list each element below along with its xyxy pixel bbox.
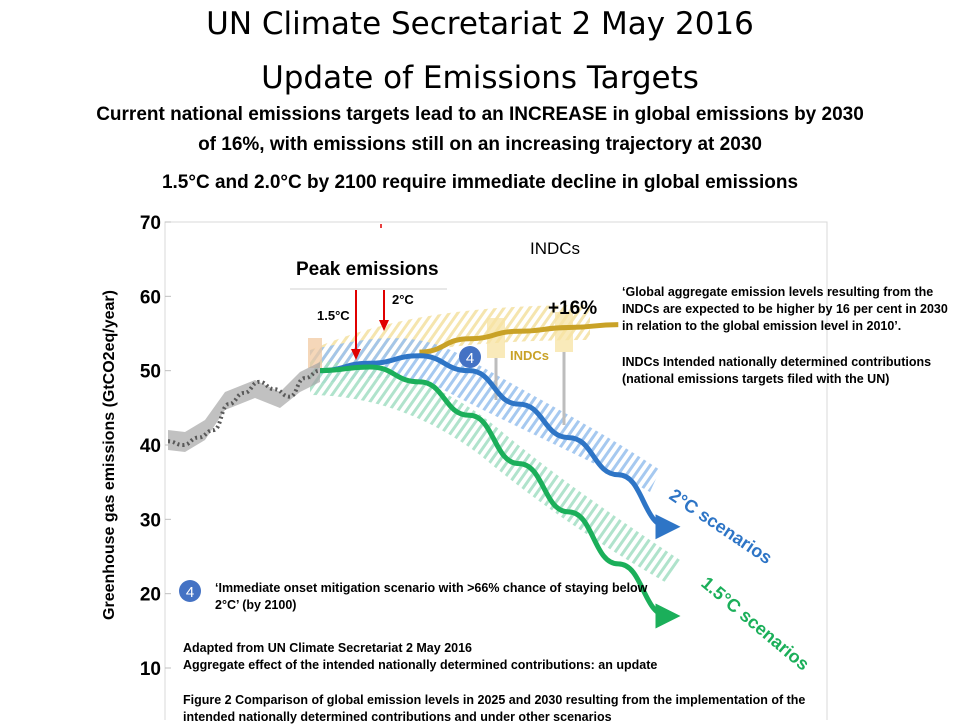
- series-2c-line: [319, 353, 681, 540]
- legend-text: ‘Immediate onset mitigation scenario wit…: [215, 581, 648, 612]
- series-historical-line: [167, 368, 321, 448]
- figure-caption: Figure 2 Comparison of global emission l…: [183, 693, 806, 724]
- historical-band: [168, 362, 320, 452]
- legend-badge: [179, 580, 201, 602]
- y-tick-label-20: 20: [140, 585, 161, 606]
- peak-arrow-2c-head: [379, 320, 389, 331]
- y-tick-label-40: 40: [140, 436, 161, 457]
- indc-range-box-2010: [308, 338, 322, 368]
- y-tick-label-10: 10: [140, 659, 161, 680]
- y-tick-label-30: 30: [140, 510, 161, 531]
- page-title-line2: Update of Emissions Targets: [261, 60, 699, 96]
- series-indc-line: [419, 322, 619, 355]
- peak-arrow-1-5c-head: [351, 349, 361, 360]
- peak-emissions-label: Peak emissions: [296, 259, 439, 280]
- indc-range-box-2030: [555, 312, 573, 352]
- plot-area: [164, 221, 828, 720]
- y-tick-label-70: 70: [140, 213, 161, 234]
- scenario-badge-chart-number: 4: [466, 350, 474, 367]
- y-axis: 10 20 30 40 50 60 70: [140, 213, 171, 680]
- subtitle-line3: 1.5°C and 2.0°C by 2100 require immediat…: [161, 172, 799, 193]
- indc-range-box-2025: [487, 318, 505, 358]
- source-line1: Adapted from UN Climate Secretariat 2 Ma…: [183, 641, 472, 655]
- y-tick-label-50: 50: [140, 362, 161, 383]
- legend-badge-number: 4: [186, 584, 194, 601]
- series-1-5c-line: [319, 364, 681, 629]
- subtitle-line2: of 16%, with emissions still on an incre…: [198, 134, 762, 155]
- page-title-line1: UN Climate Secretariat 2 May 2016: [206, 6, 754, 42]
- label-1-5c: 1.5°C: [317, 308, 350, 323]
- indc-definition: INDCs Intended nationally determined con…: [622, 355, 932, 386]
- label-2c: 2°C: [392, 292, 414, 307]
- plus-16-label: +16%: [548, 298, 597, 319]
- indcs-header-label: INDCs: [530, 239, 580, 258]
- scenario-badge-chart: [459, 346, 481, 368]
- subtitle-line1: Current national emissions targets lead …: [96, 104, 864, 125]
- source-line2: Aggregate effect of the intended nationa…: [183, 658, 658, 672]
- indc-quote: ‘Global aggregate emission levels result…: [622, 285, 948, 333]
- y-tick-label-60: 60: [140, 287, 161, 308]
- indcs-tag: INDCs: [510, 348, 549, 363]
- y-axis-label: Greenhouse gas emissions (GtCO2eq/year): [101, 290, 118, 620]
